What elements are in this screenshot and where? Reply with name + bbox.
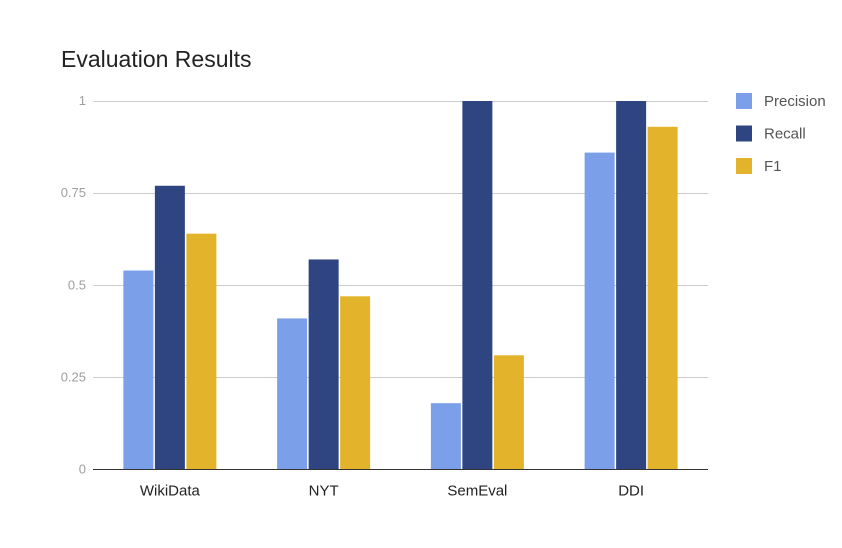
bar-f1-ddi	[647, 126, 678, 470]
y-tick-label: 0.5	[68, 277, 86, 292]
x-tick-labels: WikiData NYT SemEval DDI	[140, 483, 644, 500]
legend-label-f1: F1	[764, 158, 782, 175]
y-tick-label: 0.75	[61, 185, 86, 200]
x-tick-label: SemEval	[447, 483, 507, 500]
legend-label-recall: Recall	[764, 126, 806, 143]
bar-recall-ddi	[616, 101, 647, 470]
bars	[123, 101, 678, 470]
bar-precision-wikidata	[123, 270, 154, 470]
bar-f1-nyt	[340, 296, 371, 470]
legend-swatch-f1	[736, 158, 752, 174]
x-tick-label: NYT	[309, 483, 339, 500]
y-tick-label: 0	[79, 462, 86, 477]
legend-swatch-precision	[736, 93, 752, 109]
chart-title: Evaluation Results	[61, 46, 252, 72]
x-tick-label: DDI	[618, 483, 644, 500]
y-tick-label: 0.25	[61, 369, 86, 384]
bar-f1-wikidata	[186, 233, 217, 470]
bar-recall-wikidata	[154, 185, 185, 470]
x-tick-label: WikiData	[140, 483, 201, 500]
bar-precision-nyt	[277, 318, 308, 470]
legend: Precision Recall F1	[736, 93, 826, 175]
bar-recall-semeval	[462, 101, 493, 470]
bar-recall-nyt	[308, 259, 339, 470]
bar-precision-ddi	[584, 152, 615, 470]
bar-f1-semeval	[493, 355, 524, 470]
legend-swatch-recall	[736, 125, 752, 142]
bar-precision-semeval	[430, 403, 461, 470]
y-tick-label: 1	[79, 93, 86, 108]
legend-label-precision: Precision	[764, 93, 826, 110]
